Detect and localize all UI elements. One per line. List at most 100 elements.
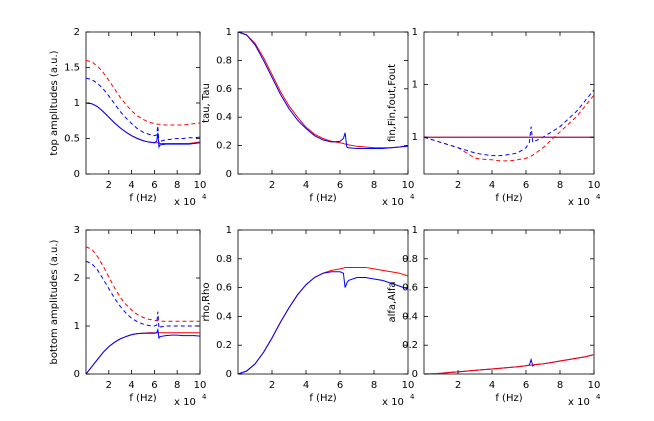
- y-tick-label: 0: [74, 369, 80, 380]
- x-tick-label: 6: [523, 380, 529, 391]
- axes-box: [423, 229, 595, 375]
- x-tick-label: 8: [174, 380, 180, 391]
- y-tick-label: 0.8: [216, 55, 232, 66]
- x-tick-label: 2: [269, 180, 275, 191]
- y-tick-label: 0.2: [402, 340, 418, 351]
- x-tick-label: 2: [106, 180, 112, 191]
- subplot: 2 4 6 8 10 1 1 1 f (Hz) fin,Fin,fout,Fout x 10 4: [387, 27, 601, 208]
- x-exponent: 4: [410, 393, 415, 401]
- y-tick-label: 0.6: [216, 283, 232, 294]
- y-tick-label: 0: [412, 369, 418, 380]
- x-tick-label: 2: [106, 380, 112, 391]
- x-multiplier: x 10: [382, 197, 404, 208]
- y-tick-label: 2: [74, 27, 80, 38]
- x-tick-label: 6: [337, 380, 343, 391]
- y-tick-label: 0: [226, 169, 232, 180]
- x-tick-label: 8: [174, 180, 180, 191]
- axes-box: [423, 31, 595, 175]
- axes-box: [85, 31, 201, 175]
- y-axis-label: bottom amplitudes (a.u.): [49, 239, 60, 364]
- x-tick-label: 8: [557, 380, 563, 391]
- x-axis-label: f (Hz): [309, 393, 336, 404]
- y-tick-label: 0.8: [216, 254, 232, 265]
- series-line: [86, 246, 200, 322]
- x-tick-label: 4: [128, 180, 134, 191]
- x-exponent: 4: [596, 193, 601, 201]
- y-tick-label: 0.4: [216, 311, 232, 322]
- x-axis-label: f (Hz): [495, 193, 522, 204]
- series-line: [86, 77, 200, 145]
- x-tick-label: 4: [128, 380, 134, 391]
- y-tick-label: 1: [226, 27, 232, 38]
- y-axis-label: tau, Tau: [201, 83, 212, 123]
- x-tick-label: 2: [455, 380, 461, 391]
- axes-box: [237, 229, 409, 375]
- y-tick-label: 1: [412, 27, 418, 38]
- x-tick-label: 4: [489, 180, 495, 191]
- x-multiplier: x 10: [174, 197, 196, 208]
- y-tick-label: 1: [412, 225, 418, 236]
- x-tick-label: 10: [402, 380, 415, 391]
- y-axis-label: alfa,Alfa: [387, 281, 398, 322]
- series-line: [86, 327, 200, 374]
- x-tick-label: 6: [151, 380, 157, 391]
- y-tick-label: 0.2: [216, 340, 232, 351]
- series-line: [424, 89, 594, 157]
- series-line: [238, 32, 408, 149]
- series-line: [424, 354, 594, 374]
- y-axis-label: rho,Rho: [201, 283, 212, 322]
- x-axis-label: f (Hz): [495, 393, 522, 404]
- y-tick-label: 2: [74, 273, 80, 284]
- y-tick-label: 1: [74, 321, 80, 332]
- x-exponent: 4: [410, 193, 415, 201]
- y-tick-label: 0: [226, 369, 232, 380]
- x-exponent: 4: [202, 193, 207, 201]
- axes-box: [237, 31, 409, 175]
- y-tick-label: 3: [74, 225, 80, 236]
- x-tick-label: 4: [489, 380, 495, 391]
- x-tick-label: 2: [455, 180, 461, 191]
- x-multiplier: x 10: [174, 397, 196, 408]
- x-tick-label: 10: [194, 180, 207, 191]
- x-tick-label: 8: [557, 180, 563, 191]
- x-axis-label: f (Hz): [129, 393, 156, 404]
- y-tick-label: 0.4: [402, 311, 418, 322]
- x-tick-label: 10: [402, 180, 415, 191]
- x-tick-label: 4: [303, 380, 309, 391]
- x-tick-label: 8: [371, 180, 377, 191]
- y-tick-label: 0.2: [216, 141, 232, 152]
- y-tick-label: 0.6: [402, 283, 418, 294]
- y-tick-label: 1: [412, 132, 418, 143]
- y-axis-label: fin,Fin,fout,Fout: [387, 64, 398, 142]
- x-multiplier: x 10: [568, 397, 590, 408]
- series-line: [238, 271, 408, 374]
- x-axis-label: f (Hz): [129, 193, 156, 204]
- x-tick-label: 4: [303, 180, 309, 191]
- y-tick-label: 0: [74, 169, 80, 180]
- x-exponent: 4: [202, 393, 207, 401]
- x-axis-label: f (Hz): [309, 193, 336, 204]
- y-tick-label: 0.4: [216, 112, 232, 123]
- x-tick-label: 2: [269, 380, 275, 391]
- x-exponent: 4: [596, 393, 601, 401]
- x-tick-label: 10: [194, 380, 207, 391]
- y-tick-label: 1: [226, 225, 232, 236]
- y-tick-label: 0.6: [216, 84, 232, 95]
- y-axis-label: top amplitudes (a.u.): [49, 50, 60, 155]
- y-tick-label: 0.8: [402, 254, 418, 265]
- y-tick-label: 1: [74, 98, 80, 109]
- y-tick-label: 0.5: [64, 134, 80, 145]
- x-tick-label: 6: [337, 180, 343, 191]
- subplot: 2 4 6 8 10 0 0.5 1 1.5 2 f (Hz) top amplitudes (a.u…: [49, 27, 207, 208]
- y-tick-label: 1: [412, 80, 418, 91]
- x-tick-label: 10: [588, 380, 601, 391]
- series-line: [86, 59, 200, 126]
- x-multiplier: x 10: [568, 197, 590, 208]
- x-multiplier: x 10: [382, 397, 404, 408]
- x-tick-label: 6: [151, 180, 157, 191]
- subplot: 2 4 6 8 10 0 0.2 0.4 0.6 0.8 1 f (Hz) tau, Tau x 10 4: [201, 27, 415, 208]
- series-line: [86, 102, 200, 149]
